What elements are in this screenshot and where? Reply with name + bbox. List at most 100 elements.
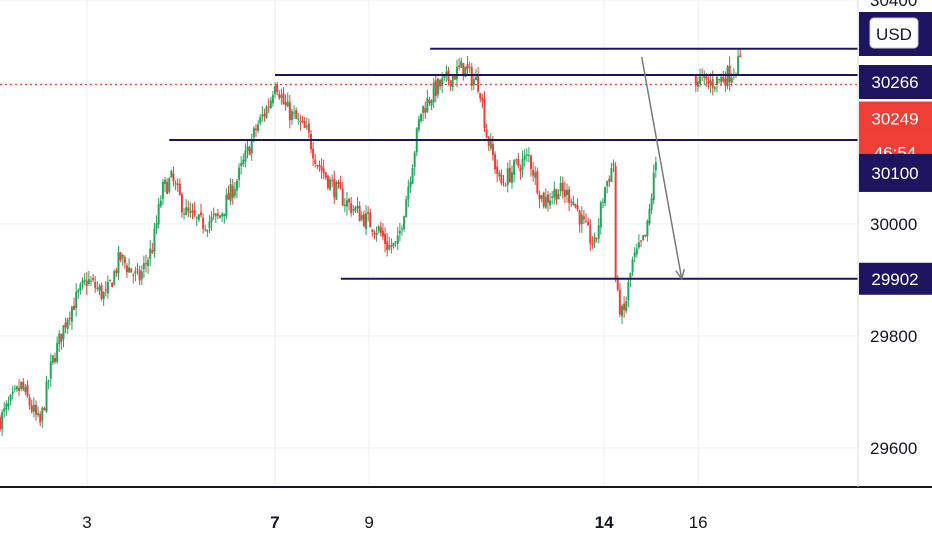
candle-body <box>43 408 46 411</box>
levels-layer <box>169 47 858 280</box>
candle-body <box>724 78 727 86</box>
candle-body <box>345 200 348 207</box>
candle-body <box>386 241 389 251</box>
badge-current-price-bg <box>859 101 932 136</box>
candle-body <box>477 75 480 92</box>
candle-body <box>178 183 181 195</box>
candle-body <box>396 235 399 245</box>
candle-body <box>280 95 283 98</box>
candle-body <box>538 194 541 200</box>
candle-body <box>41 407 44 421</box>
candle-body <box>212 214 215 216</box>
badge-30100-text: 30100 <box>871 164 918 183</box>
candle-body <box>339 182 342 190</box>
candle-body <box>227 192 230 200</box>
candle-body <box>506 168 509 185</box>
candle-body <box>508 167 511 183</box>
time-tick-label: 3 <box>82 513 91 532</box>
candle-body <box>197 214 200 220</box>
candle-body <box>83 279 86 282</box>
candle-body <box>451 75 454 87</box>
candle-body <box>398 231 401 234</box>
candle-body <box>337 182 340 184</box>
candle-body <box>20 381 23 389</box>
candle-body <box>705 76 708 80</box>
candle-body <box>309 133 312 150</box>
candle-body <box>635 248 638 255</box>
candle-body <box>565 189 568 196</box>
candle-body <box>348 199 351 203</box>
candle-body <box>195 217 198 219</box>
candle-body <box>66 319 69 329</box>
candle-body <box>1 412 4 430</box>
candle-body <box>106 282 109 294</box>
badge-30100-bg <box>859 153 932 192</box>
time-axis[interactable]: 3 7 9 14 16 <box>82 513 707 532</box>
candle-body <box>360 215 363 220</box>
candle-body <box>267 106 270 108</box>
candle-body <box>703 75 706 78</box>
candle-body <box>720 76 723 83</box>
candle-body <box>299 120 302 122</box>
candle-body <box>362 214 365 227</box>
candle-body <box>210 216 213 223</box>
candle-body <box>449 80 452 87</box>
candle-body <box>498 172 501 177</box>
candle-body <box>189 210 192 214</box>
candle-body <box>350 203 353 214</box>
candle-body <box>11 391 14 394</box>
candle-body <box>37 413 40 416</box>
candle-body <box>75 291 78 308</box>
price-tick-label: 29800 <box>870 327 917 346</box>
candle-body <box>354 207 357 212</box>
candle-body <box>204 229 207 231</box>
candle-body <box>381 230 384 237</box>
candle-body <box>470 67 473 86</box>
candle-body <box>694 75 697 86</box>
candle-body <box>168 178 171 192</box>
candle-body <box>140 271 143 280</box>
candle-body <box>274 86 277 95</box>
candle-body <box>713 87 716 90</box>
candle-body <box>625 301 628 312</box>
candle-body <box>601 201 604 203</box>
candle-body <box>28 397 31 406</box>
candle-body <box>240 162 243 166</box>
candle-body <box>707 80 710 84</box>
candle-body <box>92 278 95 281</box>
candle-body <box>737 56 740 76</box>
candle-body <box>559 182 562 192</box>
candle-body <box>130 268 133 273</box>
candle-body <box>460 60 463 68</box>
candle-body <box>96 287 99 289</box>
candle-body <box>654 162 657 171</box>
time-tick-label: 16 <box>689 513 708 532</box>
candle-body <box>254 128 257 131</box>
candle-body <box>610 167 613 182</box>
candle-body <box>489 141 492 149</box>
candle-body <box>329 179 332 190</box>
candle-body <box>568 189 571 203</box>
candle-body <box>570 201 573 203</box>
badge-29902-text: 29902 <box>871 270 918 289</box>
candle-body <box>176 183 179 186</box>
price-tick-label: 30000 <box>870 215 917 234</box>
candle-body <box>223 213 226 217</box>
candle-body <box>409 181 412 188</box>
candle-body <box>597 225 600 239</box>
price-axis[interactable]: 30400 30000 29800 29600 <box>870 0 917 458</box>
candle-body <box>591 243 594 245</box>
currency-button[interactable]: USD <box>869 17 919 49</box>
candle-body <box>367 212 370 214</box>
candle-body <box>373 233 376 235</box>
candle-body <box>89 280 92 282</box>
price-tick-label: 30400 <box>870 0 917 10</box>
projection-arrow[interactable] <box>640 56 686 281</box>
candle-body <box>316 165 319 167</box>
candle-body <box>371 229 374 232</box>
candle-body <box>413 152 416 167</box>
candle-body <box>356 205 359 209</box>
candle-body <box>248 147 251 156</box>
candle-body <box>521 158 524 170</box>
